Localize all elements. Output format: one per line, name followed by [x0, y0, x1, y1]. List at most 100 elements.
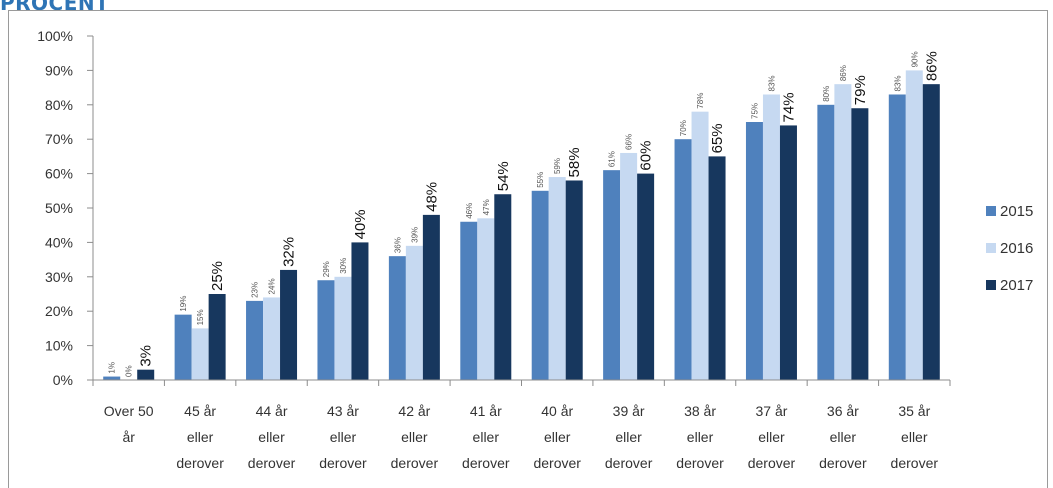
- data-label: 60%: [638, 141, 655, 171]
- bar: [208, 294, 226, 380]
- data-label: 15%: [196, 309, 205, 325]
- x-tick-label: derover: [533, 455, 581, 471]
- bar: [745, 122, 763, 380]
- data-label: 46%: [465, 203, 474, 219]
- x-tick-label: eller: [330, 429, 357, 445]
- x-tick-label: 44 år: [256, 403, 288, 419]
- bar: [334, 276, 352, 380]
- x-tick-label: eller: [830, 429, 857, 445]
- data-label: 74%: [780, 92, 797, 122]
- y-tick-label: 90%: [45, 62, 73, 78]
- x-tick-label: år: [122, 429, 135, 445]
- x-tick-label: 37 år: [755, 403, 787, 419]
- x-tick-label: derover: [391, 455, 439, 471]
- bar: [674, 139, 692, 380]
- data-label: 78%: [696, 93, 705, 109]
- x-axis: Over 50 år 45 år eller derover 44 år eller dero…: [92, 379, 951, 471]
- x-tick-label: 35 år: [898, 403, 930, 419]
- data-label: 86%: [839, 65, 848, 81]
- data-label: 24%: [268, 278, 277, 294]
- x-tick-label: derover: [676, 455, 724, 471]
- y-tick-label: 20%: [45, 303, 73, 319]
- data-label: 66%: [625, 134, 634, 150]
- data-label: 55%: [536, 172, 545, 188]
- y-tick-label: 60%: [45, 166, 73, 182]
- bar: [565, 180, 583, 380]
- data-label: 59%: [553, 158, 562, 174]
- data-label: 80%: [822, 86, 831, 102]
- data-label: 19%: [179, 296, 188, 312]
- bar: [531, 190, 549, 380]
- legend: 2015 2016 2017: [986, 203, 1033, 294]
- x-tick-label: eller: [687, 429, 714, 445]
- x-tick-label: derover: [891, 455, 939, 471]
- bar: [494, 194, 512, 380]
- bar: [779, 125, 797, 380]
- x-tick-label: 36 år: [827, 403, 859, 419]
- bars: [103, 70, 940, 381]
- data-label: 47%: [482, 199, 491, 215]
- bar: [834, 84, 852, 380]
- x-tick-label: derover: [248, 455, 296, 471]
- data-label: 54%: [495, 161, 512, 191]
- x-tick-label: 38 år: [684, 403, 716, 419]
- x-tick-label: eller: [544, 429, 571, 445]
- legend-label: 2016: [1000, 240, 1033, 257]
- x-tick-label: derover: [462, 455, 510, 471]
- y-axis: 0% 10% 20% 30% 40% 50% 60% 70% 80% 90% 100%: [37, 28, 94, 388]
- legend-label: 2015: [1000, 203, 1033, 220]
- x-tick-label: derover: [176, 455, 224, 471]
- legend-swatch: [986, 280, 996, 290]
- bar: [263, 297, 281, 380]
- data-label: 79%: [852, 75, 869, 105]
- x-tick-label: eller: [401, 429, 428, 445]
- bar: [477, 218, 495, 380]
- y-tick-label: 50%: [45, 200, 73, 216]
- x-tick-label: derover: [605, 455, 653, 471]
- x-tick-label: derover: [748, 455, 796, 471]
- legend-swatch: [986, 243, 996, 253]
- bar: [422, 214, 440, 380]
- bar: [405, 245, 423, 380]
- data-label: 39%: [410, 227, 419, 243]
- bar-labels: 1% 19% 23% 29% 36% 46% 55% 61% 70% 75% 80% 83% 0% 15%…: [108, 51, 941, 377]
- data-label: 29%: [322, 261, 331, 277]
- data-label: 70%: [679, 120, 688, 136]
- bar: [637, 173, 655, 380]
- data-label: 1%: [108, 362, 117, 374]
- data-label: 30%: [339, 258, 348, 274]
- bar: [708, 156, 726, 380]
- x-tick-label: 39 år: [613, 403, 645, 419]
- bar: [103, 376, 121, 380]
- x-tick-label: eller: [758, 429, 785, 445]
- bar: [548, 177, 566, 380]
- x-tick-label: derover: [819, 455, 867, 471]
- bar: [460, 221, 478, 380]
- x-tick-label: 45 år: [184, 403, 216, 419]
- x-tick-label: derover: [319, 455, 367, 471]
- data-label: 90%: [910, 51, 919, 67]
- bar: [851, 108, 869, 381]
- x-tick-label: eller: [258, 429, 285, 445]
- x-tick-label: 43 år: [327, 403, 359, 419]
- bar: [351, 242, 369, 380]
- x-tick-label: 42 år: [398, 403, 430, 419]
- legend-label: 2017: [1000, 277, 1033, 294]
- data-label: 3%: [138, 345, 155, 367]
- y-tick-label: 40%: [45, 234, 73, 250]
- page-title: PROCENT: [0, 0, 110, 15]
- data-label: 0%: [125, 365, 134, 377]
- data-label: 65%: [709, 123, 726, 153]
- data-label: 48%: [423, 182, 440, 212]
- bar: [603, 170, 621, 380]
- y-tick-label: 70%: [45, 131, 73, 147]
- bar: [817, 104, 835, 381]
- data-label: 32%: [281, 237, 298, 267]
- data-label: 61%: [608, 151, 617, 167]
- data-label: 25%: [209, 261, 226, 291]
- bar: [905, 70, 923, 381]
- data-label: 23%: [251, 282, 260, 298]
- bar: [922, 84, 940, 380]
- bar: [246, 300, 264, 380]
